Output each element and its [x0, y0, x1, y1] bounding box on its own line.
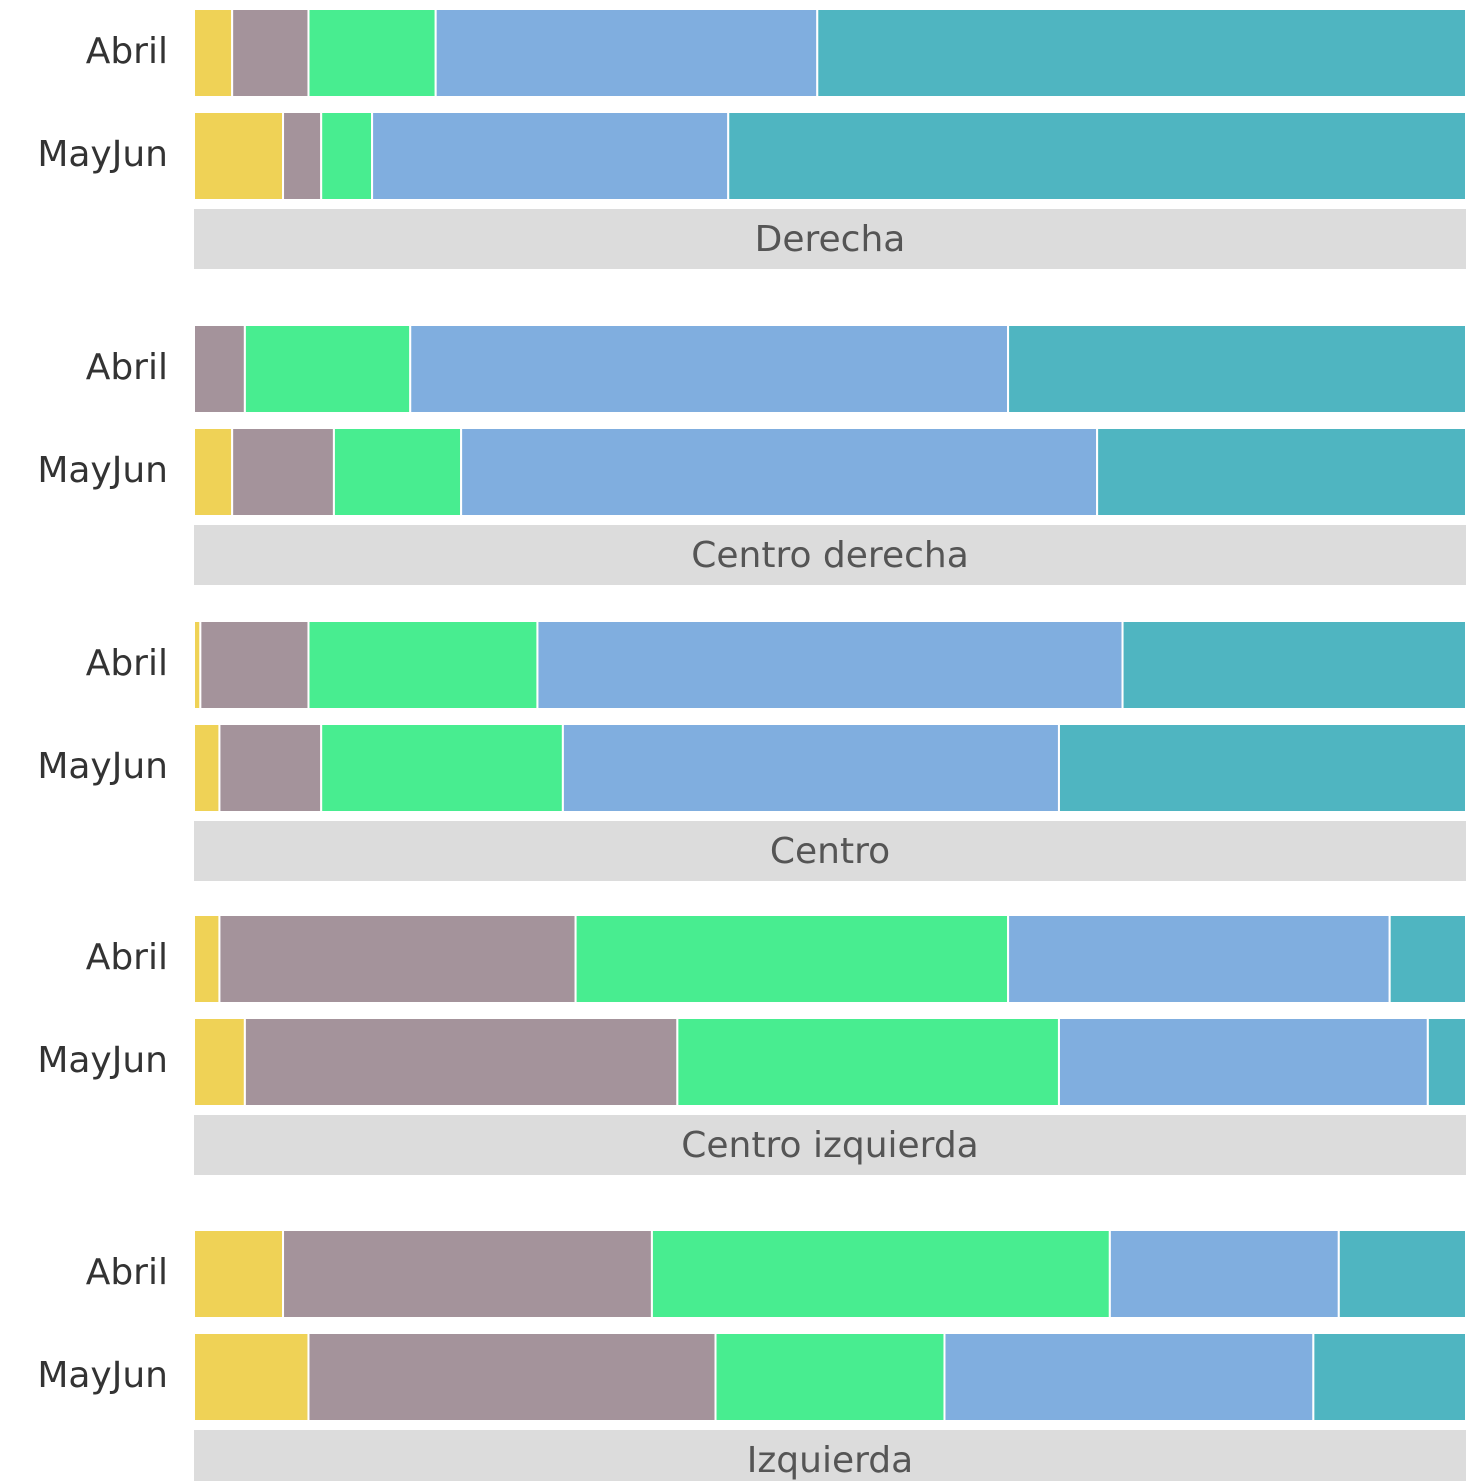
- bar-segment: [193, 324, 246, 414]
- category-label: MayJun: [37, 134, 168, 175]
- bar-segment: [1057, 723, 1467, 813]
- bar-segment: [1057, 1017, 1429, 1107]
- group-label: Izquierda: [747, 1440, 913, 1481]
- group-band: [194, 821, 1466, 881]
- bar-segment: [193, 723, 221, 813]
- bar-segment: [320, 111, 374, 201]
- bar-segment: [199, 620, 310, 710]
- bar-segment: [282, 1229, 653, 1319]
- category-label: Abril: [86, 643, 168, 684]
- bar-segment: [243, 1017, 679, 1107]
- bar-segment: [371, 111, 730, 201]
- bar-segment: [1007, 324, 1468, 414]
- panel: Abril MayJun Centro: [37, 620, 1468, 881]
- category-label: MayJun: [37, 1040, 168, 1081]
- bar-segment: [231, 427, 335, 517]
- bar-segment: [650, 1229, 1111, 1319]
- category-label: Abril: [86, 347, 168, 388]
- bar-segment: [714, 1332, 946, 1422]
- bar-segment: [307, 8, 437, 98]
- bar-segment: [727, 111, 1467, 201]
- bar-segment: [561, 723, 1060, 813]
- category-label: Abril: [86, 1252, 168, 1293]
- bar-segment: [193, 111, 285, 201]
- bar-segment: [943, 1332, 1315, 1422]
- group-band: [194, 209, 1466, 269]
- bar-segment: [218, 914, 577, 1004]
- bar-segment: [231, 8, 310, 98]
- bar-segment: [1388, 914, 1468, 1004]
- bar-segment: [307, 1332, 717, 1422]
- bar-segment: [460, 427, 1099, 517]
- group-label: Derecha: [755, 219, 906, 260]
- group-band: [194, 1115, 1466, 1175]
- bar-segment: [816, 8, 1467, 98]
- bar-segment: [332, 427, 463, 517]
- bar-segment: [1096, 427, 1467, 517]
- bar-segment: [193, 427, 234, 517]
- group-label: Centro izquierda: [681, 1125, 979, 1166]
- bar-segment: [1312, 1332, 1467, 1422]
- bar-segment: [193, 1229, 285, 1319]
- group-label: Centro derecha: [691, 535, 969, 576]
- bar-segment: [1108, 1229, 1340, 1319]
- bar-segment: [676, 1017, 1060, 1107]
- bar-segment: [574, 914, 1010, 1004]
- category-label: Abril: [86, 937, 168, 978]
- group-label: Centro: [770, 831, 890, 872]
- panel: Abril MayJun Centro izquierda: [37, 914, 1468, 1175]
- panel: Abril MayJun Izquierda: [37, 1229, 1468, 1481]
- group-band: [194, 1430, 1466, 1481]
- group-band: [194, 525, 1466, 585]
- bar-segment: [193, 914, 221, 1004]
- category-label: MayJun: [37, 746, 168, 787]
- bar-segment: [218, 723, 323, 813]
- bar-segment: [320, 723, 564, 813]
- bar-segment: [1337, 1229, 1468, 1319]
- bar-segment: [1426, 1017, 1467, 1107]
- bar-segment: [193, 1332, 310, 1422]
- bar-segment: [536, 620, 1124, 710]
- bar-segment: [282, 111, 323, 201]
- bar-segment: [193, 1017, 246, 1107]
- bar-segment: [193, 8, 234, 98]
- category-label: Abril: [86, 31, 168, 72]
- category-label: MayJun: [37, 450, 168, 491]
- bar-segment: [409, 324, 1010, 414]
- bar-segment: [434, 8, 819, 98]
- panel: Abril MayJun Centro derecha: [37, 324, 1468, 585]
- bar-segment: [307, 620, 539, 710]
- bar-segment: [1121, 620, 1468, 710]
- category-label: MayJun: [37, 1355, 168, 1396]
- bar-segment: [1007, 914, 1391, 1004]
- panel: Abril MayJun Derecha: [37, 8, 1467, 269]
- bar-segment: [243, 324, 412, 414]
